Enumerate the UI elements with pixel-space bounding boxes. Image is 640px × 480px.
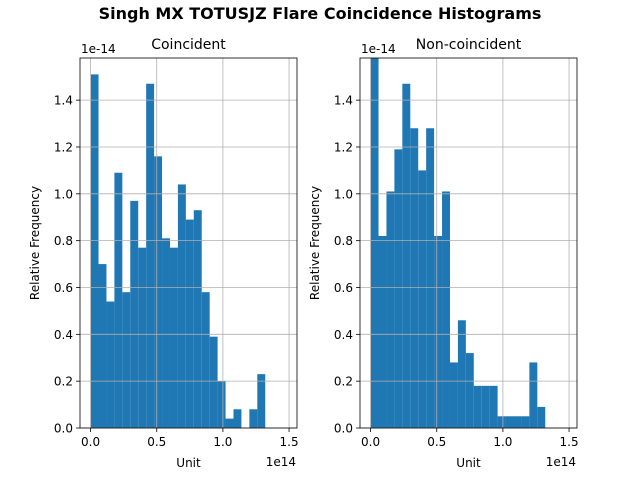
non-coincident-histogram-bar [513,416,522,428]
coincident-y-tick-label: 0.4 [54,328,73,342]
non-coincident-y-offset-label: 1e-14 [361,42,396,56]
coincident-y-tick-label: 1.0 [54,187,73,201]
coincident-histogram-bar [98,264,107,428]
non-coincident-x-offset-label: 1e14 [546,455,576,469]
coincident-histogram-bar [257,374,266,428]
coincident-y-tick-label: 1.4 [54,94,73,108]
non-coincident-y-tick-label: 0.2 [334,375,353,389]
coincident-histogram-bar [169,247,178,428]
non-coincident-y-axis-label: Relative Frequency [308,186,322,300]
coincident-histogram-bar [209,336,218,428]
coincident-y-tick-label: 0.8 [54,234,73,248]
non-coincident-histogram-bar [410,128,419,428]
coincident-histogram-bar [217,381,226,428]
coincident-histogram-bar [114,172,123,428]
non-coincident-histogram-bar [489,385,498,428]
coincident-y-axis-label: Relative Frequency [28,186,42,300]
non-coincident-x-tick-label: 0.5 [427,435,446,449]
non-coincident-plot-area: 0.0 0.5 1.0 1.5 0.0 0.2 0.4 0.6 0.8 1.0 1.2 1.4 [334,57,579,449]
non-coincident-x-tick-label: 1.0 [493,435,512,449]
non-coincident-y-tick-label: 0.4 [334,328,353,342]
non-coincident-subtitle: Non-coincident [416,37,522,53]
non-coincident-histogram-bar [418,170,427,428]
coincident-histogram-bar [162,238,170,428]
coincident-axes-frame [79,57,298,429]
coincident-y-tick-label: 1.2 [54,140,73,154]
coincident-x-tick-label: 0.5 [147,435,166,449]
coincident-histogram-bar [225,418,234,428]
coincident-y-tick-label: 0.6 [54,281,73,295]
non-coincident-histogram-bar [434,235,443,428]
coincident-y-tick-label: 0.0 [54,422,73,436]
coincident-panel: 0.0 0.5 1.0 1.5 0.0 0.2 0.4 0.6 0.8 1.0 1.2 1.4 Coi… [28,37,299,470]
coincident-histogram-bar [233,409,242,428]
coincident-histogram-bar [177,184,186,428]
non-coincident-histogram-bar [370,58,379,428]
coincident-x-offset-label: 1e14 [266,455,296,469]
coincident-histogram-bar [146,83,155,428]
figure-title: Singh MX TOTUSJZ Flare Coincidence Histo… [99,4,542,23]
non-coincident-y-tick-label: 0.6 [334,281,353,295]
non-coincident-histogram-bar [386,191,395,428]
non-coincident-histogram-bar [497,416,506,428]
non-coincident-histogram-bar [465,353,474,428]
coincident-histogram-bar [106,301,115,428]
non-coincident-y-tick-label: 1.2 [334,140,353,154]
non-coincident-y-tick-label: 0.8 [334,234,353,248]
coincident-histogram-bar [122,292,131,428]
coincident-x-axis-label: Unit [176,456,201,470]
non-coincident-panel: 0.0 0.5 1.0 1.5 0.0 0.2 0.4 0.6 0.8 1.0 1.2 1.4 Non… [308,37,579,470]
non-coincident-x-axis-label: Unit [456,456,481,470]
non-coincident-histogram-bar [394,149,403,428]
coincident-x-tick-label: 1.5 [280,435,299,449]
non-coincident-histogram-bar [378,235,387,428]
coincident-histogram-bar [154,156,163,428]
non-coincident-x-tick-label: 0.0 [361,435,380,449]
non-coincident-histogram-bar [457,320,466,428]
coincident-plot-area: 0.0 0.5 1.0 1.5 0.0 0.2 0.4 0.6 0.8 1.0 1.2 1.4 [54,57,299,449]
coincident-histogram-bar [185,219,194,428]
non-coincident-histogram-bar [442,191,450,428]
coincident-histogram-bar [90,74,99,428]
coincident-y-tick-label: 0.2 [54,375,73,389]
non-coincident-histogram-bar [521,416,530,428]
coincident-subtitle: Coincident [151,37,226,53]
non-coincident-y-tick-label: 0.0 [334,422,353,436]
non-coincident-axes-frame [359,57,578,429]
non-coincident-histogram-bar [426,128,435,428]
coincident-histogram-bar [130,200,139,428]
coincident-histogram-bar [193,210,202,428]
non-coincident-histogram-bar [529,362,538,428]
coincident-x-tick-label: 0.0 [81,435,100,449]
coincident-histogram-bar [249,409,258,428]
coincident-x-tick-label: 1.0 [213,435,232,449]
non-coincident-y-tick-label: 1.4 [334,94,353,108]
non-coincident-histogram-bar [473,385,482,428]
non-coincident-histogram-bar [402,83,411,428]
coincident-y-offset-label: 1e-14 [81,42,116,56]
non-coincident-histogram-bar [505,416,514,428]
coincident-histogram-bar [138,247,147,428]
coincident-histogram-bar [201,292,210,428]
non-coincident-histogram-bar [481,385,490,428]
non-coincident-histogram-bar [449,362,458,428]
non-coincident-histogram-bar [537,406,546,428]
non-coincident-y-tick-label: 1.0 [334,187,353,201]
non-coincident-x-tick-label: 1.5 [560,435,579,449]
